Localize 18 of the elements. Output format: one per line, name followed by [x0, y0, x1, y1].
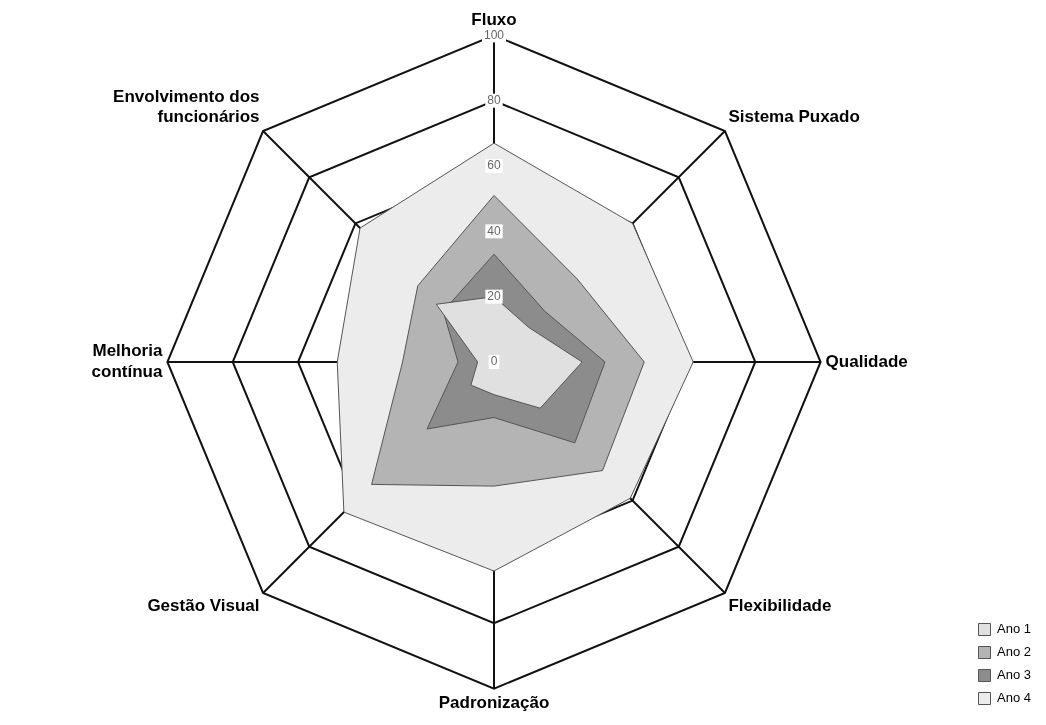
spoke-label: Padronização	[438, 693, 550, 713]
y-tick-label: 60	[487, 158, 501, 173]
spoke-label: Melhoria contínua	[91, 341, 163, 381]
y-tick-label: 100	[483, 27, 505, 42]
spoke-label: Flexibilidade	[728, 596, 832, 616]
y-tick-label: 40	[487, 223, 501, 238]
y-tick-label: 0	[490, 354, 498, 369]
legend-label: Ano 2	[997, 644, 1032, 660]
legend-label: Ano 1	[997, 621, 1032, 637]
spoke-label: Sistema Puxado	[728, 107, 860, 127]
y-tick-label: 80	[487, 93, 501, 108]
spoke-label: Qualidade	[825, 351, 908, 371]
legend-label: Ano 3	[997, 667, 1032, 683]
spoke-label: Fluxo	[471, 9, 517, 29]
spoke-label: Gestão Visual	[147, 596, 260, 616]
spoke-label: Envolvimento dos funcionários	[113, 86, 260, 127]
legend-label: Ano 4	[997, 690, 1032, 706]
y-tick-label: 20	[487, 288, 501, 303]
